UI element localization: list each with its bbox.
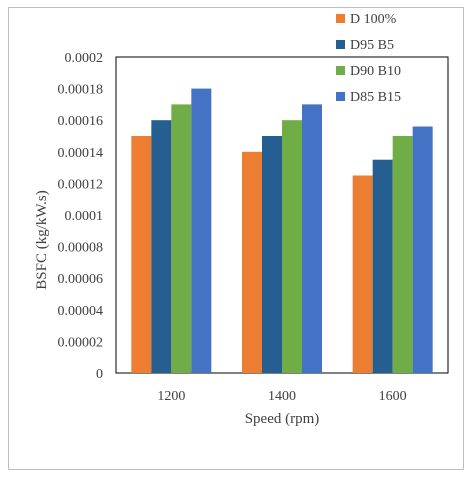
x-tick-label: 1600 [379,389,407,404]
legend-label: D 100% [350,12,397,27]
y-tick-label: 0.00012 [58,177,104,192]
bar-d90-b10-1400 [282,120,302,373]
y-tick-label: 0.0001 [65,209,104,224]
legend-swatch [336,66,345,75]
legend-swatch [336,14,345,23]
y-tick-label: 0.0002 [65,51,104,66]
legend-swatch [336,92,345,101]
legend-label: D95 B5 [350,38,394,53]
bar-d-100--1600 [352,175,373,373]
legend-label: D85 B15 [350,90,401,105]
x-tick-label: 1400 [268,389,296,404]
legend-swatch [336,40,345,49]
bar-d-100--1400 [242,151,262,373]
bar-d95-b5-1600 [372,159,393,373]
bar-d90-b10-1600 [392,136,413,373]
x-tick-label: 1200 [157,389,185,404]
bar-d90-b10-1200 [171,104,192,374]
y-tick-label: 0.00002 [58,335,104,350]
bar-d95-b5-1400 [262,136,282,373]
bar-d85-b15-1400 [302,104,322,374]
y-tick-label: 0.00004 [58,304,104,319]
bar-d95-b5-1200 [151,120,172,373]
bars-group [131,88,433,374]
y-tick-label: 0.00018 [58,83,104,98]
y-tick-label: 0 [96,367,103,382]
bar-d85-b15-1600 [412,126,433,374]
y-tick-label: 0.00016 [58,114,104,129]
bar-d-100--1200 [131,136,152,373]
y-tick-label: 0.00008 [58,241,104,256]
y-axis-ticks: 0 0.00002 0.00004 0.00006 0.00008 0.0001 0.000… [58,51,104,382]
y-axis-title: BSFC (kg/kW.s) [34,190,50,289]
legend: D 100% D95 B5 D90 B10 D85 B15 [336,12,401,105]
y-tick-label: 0.00006 [58,272,104,287]
x-axis-ticks: 1200 1400 1600 [157,389,406,404]
y-tick-label: 0.00014 [58,146,104,161]
bar-d85-b15-1200 [191,88,212,373]
legend-label: D90 B10 [350,64,401,79]
x-axis-title: Speed (rpm) [245,411,320,427]
